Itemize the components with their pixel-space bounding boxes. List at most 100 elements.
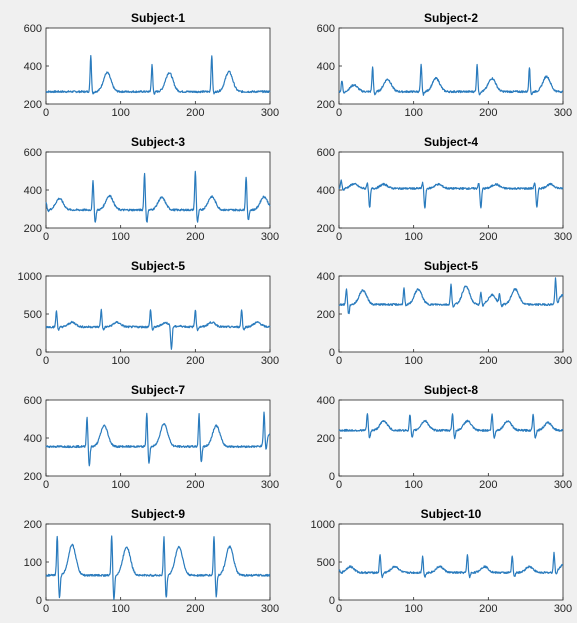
subplot-title: Subject-1 xyxy=(131,11,185,25)
x-tick-label: 100 xyxy=(404,107,422,119)
y-tick-label: 0 xyxy=(329,347,335,359)
y-tick-label: 100 xyxy=(24,557,42,569)
y-tick-label: 0 xyxy=(329,595,335,607)
subplot-1: Subject-1 0 100 200 300 200 400 600 xyxy=(24,11,280,119)
x-tick-label: 0 xyxy=(336,355,342,367)
subplot-2: Subject-2 0 100 200 300 200 400 600 xyxy=(317,11,573,119)
subplot-title: Subject-3 xyxy=(131,135,185,149)
x-tick-label: 300 xyxy=(261,107,279,119)
y-tick-label: 400 xyxy=(24,433,42,445)
x-tick-label: 0 xyxy=(43,231,49,243)
ecg-trace xyxy=(45,170,271,223)
x-tick-label: 100 xyxy=(111,479,129,491)
x-tick-label: 100 xyxy=(111,355,129,367)
x-tick-label: 300 xyxy=(554,355,572,367)
subplot-title: Subject-5 xyxy=(424,259,478,273)
x-tick-label: 0 xyxy=(43,479,49,491)
x-tick-label: 100 xyxy=(111,231,129,243)
x-tick-label: 100 xyxy=(111,107,129,119)
y-tick-label: 200 xyxy=(24,223,42,235)
ecg-trace xyxy=(45,308,271,350)
x-tick-label: 200 xyxy=(479,479,497,491)
y-tick-label: 600 xyxy=(24,395,42,407)
x-tick-label: 0 xyxy=(336,479,342,491)
y-tick-label: 400 xyxy=(317,185,335,197)
y-tick-label: 200 xyxy=(24,99,42,111)
x-tick-label: 0 xyxy=(336,107,342,119)
subplot-title: Subject-10 xyxy=(421,507,482,521)
y-tick-label: 200 xyxy=(24,519,42,531)
y-tick-label: 200 xyxy=(317,99,335,111)
x-tick-label: 200 xyxy=(186,107,204,119)
ecg-trace xyxy=(338,63,564,96)
y-tick-label: 600 xyxy=(24,147,42,159)
y-tick-label: 0 xyxy=(36,347,42,359)
x-tick-label: 200 xyxy=(186,231,204,243)
x-tick-label: 0 xyxy=(43,355,49,367)
ecg-trace xyxy=(338,179,564,209)
x-tick-label: 300 xyxy=(261,479,279,491)
x-tick-label: 300 xyxy=(261,355,279,367)
subplot-10: Subject-10 0 100 200 300 0 500 1000 xyxy=(311,507,573,615)
subplot-title: Subject-7 xyxy=(131,383,185,397)
y-tick-label: 500 xyxy=(24,309,42,321)
y-tick-label: 500 xyxy=(317,557,335,569)
ecg-trace xyxy=(45,411,271,467)
plot-area xyxy=(45,399,271,477)
x-tick-label: 300 xyxy=(554,107,572,119)
x-tick-label: 0 xyxy=(43,603,49,615)
x-tick-label: 100 xyxy=(404,355,422,367)
y-tick-label: 200 xyxy=(317,309,335,321)
x-tick-label: 200 xyxy=(186,479,204,491)
y-tick-label: 0 xyxy=(36,595,42,607)
y-tick-label: 600 xyxy=(24,23,42,35)
x-tick-label: 200 xyxy=(479,231,497,243)
y-tick-label: 600 xyxy=(317,147,335,159)
y-tick-label: 400 xyxy=(317,395,335,407)
x-tick-label: 200 xyxy=(479,355,497,367)
subplot-3: Subject-3 0 100 200 300 200 400 600 xyxy=(24,135,280,243)
x-tick-label: 200 xyxy=(479,107,497,119)
ecg-trace xyxy=(338,277,564,315)
subplot-6: Subject-5 0 100 200 300 0 200 400 xyxy=(317,259,573,367)
x-tick-label: 200 xyxy=(186,603,204,615)
ecg-trace xyxy=(338,551,564,579)
y-tick-label: 600 xyxy=(317,23,335,35)
subplot-title: Subject-5 xyxy=(131,259,185,273)
subplot-title: Subject-2 xyxy=(424,11,478,25)
subplot-title: Subject-8 xyxy=(424,383,478,397)
subplot-title: Subject-9 xyxy=(131,507,185,521)
y-tick-label: 400 xyxy=(24,61,42,73)
subplot-title: Subject-4 xyxy=(424,135,478,149)
y-tick-label: 200 xyxy=(317,433,335,445)
x-tick-label: 100 xyxy=(404,231,422,243)
y-tick-label: 0 xyxy=(329,471,335,483)
subplot-4: Subject-4 0 100 200 300 200 400 600 xyxy=(317,135,573,243)
plot-area xyxy=(338,399,564,477)
plot-area xyxy=(45,523,271,601)
plot-area xyxy=(45,151,271,229)
x-tick-label: 200 xyxy=(479,603,497,615)
plot-area xyxy=(338,523,564,601)
y-tick-label: 200 xyxy=(24,471,42,483)
x-tick-label: 300 xyxy=(261,231,279,243)
subplot-9: Subject-9 0 100 200 300 0 100 200 xyxy=(24,507,280,615)
x-tick-label: 100 xyxy=(404,603,422,615)
ecg-trace xyxy=(45,54,271,95)
plot-area xyxy=(338,151,564,229)
subplot-8: Subject-8 0 100 200 300 0 200 400 xyxy=(317,383,573,491)
y-tick-label: 1000 xyxy=(311,519,335,531)
x-tick-label: 300 xyxy=(554,603,572,615)
x-tick-label: 0 xyxy=(336,603,342,615)
x-tick-label: 300 xyxy=(554,231,572,243)
x-tick-label: 0 xyxy=(43,107,49,119)
y-tick-label: 1000 xyxy=(18,271,42,283)
y-tick-label: 400 xyxy=(317,271,335,283)
plot-area xyxy=(45,275,271,353)
x-tick-label: 300 xyxy=(261,603,279,615)
x-tick-label: 200 xyxy=(186,355,204,367)
ecg-trace xyxy=(338,413,564,440)
x-tick-label: 100 xyxy=(404,479,422,491)
y-tick-label: 400 xyxy=(24,185,42,197)
